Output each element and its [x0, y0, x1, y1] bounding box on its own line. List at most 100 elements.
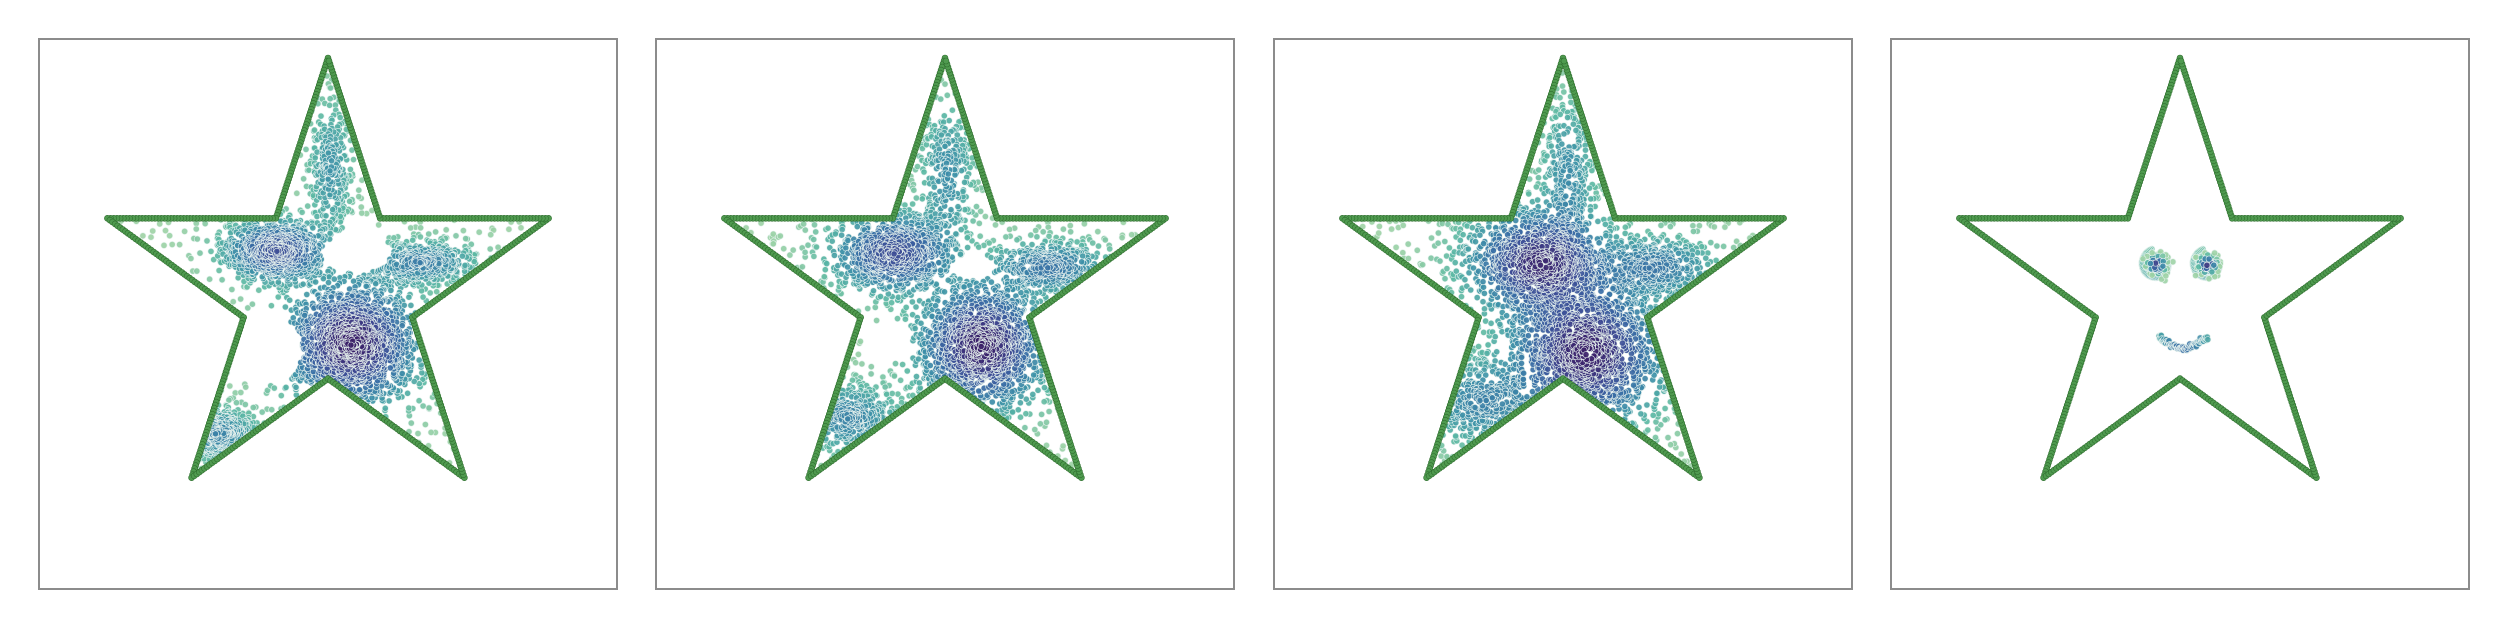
data-point	[976, 232, 984, 240]
data-point	[1118, 234, 1126, 241]
data-point	[311, 126, 318, 134]
data-point	[160, 241, 168, 249]
data-point	[913, 373, 920, 380]
data-point	[426, 289, 434, 297]
data-point	[311, 154, 319, 162]
data-point	[1022, 410, 1030, 418]
data-point	[1059, 225, 1067, 233]
data-point	[330, 275, 338, 283]
data-point	[264, 386, 271, 394]
data-point	[300, 175, 307, 183]
data-point	[425, 230, 433, 238]
data-point	[890, 372, 898, 380]
data-point	[309, 224, 317, 232]
data-point	[975, 243, 983, 251]
data-point	[407, 224, 415, 232]
scatter-panel-2	[655, 38, 1235, 590]
data-point	[780, 245, 788, 253]
data-point	[954, 203, 962, 211]
data-point	[823, 260, 831, 267]
data-point	[193, 235, 201, 243]
data-point	[789, 246, 797, 254]
data-point	[166, 232, 174, 240]
data-point	[801, 226, 809, 234]
data-point	[856, 337, 864, 345]
data-point	[948, 106, 956, 114]
data-point	[810, 236, 818, 243]
data-point	[769, 240, 777, 248]
data-point	[941, 80, 949, 88]
data-point	[385, 397, 393, 405]
data-point	[945, 117, 953, 124]
data-point	[255, 286, 263, 294]
data-point	[282, 383, 290, 391]
data-point	[827, 280, 835, 288]
data-point	[277, 392, 285, 399]
data-point	[326, 167, 334, 175]
data-point	[229, 298, 237, 306]
data-point	[417, 224, 424, 232]
data-point	[838, 226, 846, 233]
data-point	[475, 228, 483, 236]
data-point	[977, 207, 984, 215]
data-point	[303, 291, 311, 298]
data-point	[299, 280, 307, 288]
data-point	[156, 220, 164, 228]
data-point	[920, 168, 928, 176]
data-point	[425, 404, 433, 412]
data-point	[894, 293, 902, 301]
data-point	[881, 383, 889, 391]
data-point	[915, 379, 923, 387]
data-point	[798, 263, 806, 271]
data-point	[800, 220, 807, 228]
data-point	[427, 428, 435, 436]
data-point	[242, 383, 250, 391]
data-point	[821, 266, 829, 274]
data-point	[1094, 228, 1102, 235]
data-point	[981, 213, 989, 220]
data-point	[1014, 406, 1022, 414]
data-point	[867, 363, 875, 371]
data-point	[381, 404, 389, 412]
data-point	[831, 230, 839, 238]
data-point	[421, 421, 429, 428]
data-point	[293, 189, 301, 197]
data-point	[864, 305, 872, 312]
data-point	[258, 408, 266, 416]
data-point	[1036, 420, 1044, 428]
data-point	[992, 221, 999, 229]
scatter-plot-1	[104, 54, 552, 482]
data-point	[854, 350, 862, 358]
data-point	[404, 389, 411, 397]
data-point	[237, 389, 245, 396]
data-point	[1016, 399, 1024, 407]
data-point	[419, 402, 427, 410]
data-point	[852, 359, 859, 367]
data-point	[268, 406, 276, 414]
data-point	[963, 234, 971, 242]
data-point	[487, 231, 495, 239]
data-point	[414, 430, 422, 437]
data-point	[801, 248, 809, 256]
data-point	[207, 247, 215, 255]
data-point	[804, 241, 812, 249]
data-point	[915, 355, 922, 363]
data-point	[328, 157, 335, 165]
data-point	[1128, 231, 1136, 239]
data-point	[461, 261, 469, 269]
data-point	[326, 101, 333, 109]
data-point	[387, 286, 395, 294]
data-point	[937, 131, 945, 139]
data-point	[930, 183, 938, 191]
data-point	[326, 95, 334, 103]
data-point	[228, 286, 236, 293]
data-point	[894, 315, 901, 322]
data-point	[940, 112, 948, 120]
data-point	[442, 226, 450, 234]
data-point	[867, 370, 875, 378]
data-point	[458, 252, 466, 260]
data-point	[1080, 220, 1088, 228]
data-point	[346, 197, 353, 205]
data-point	[1006, 225, 1013, 233]
